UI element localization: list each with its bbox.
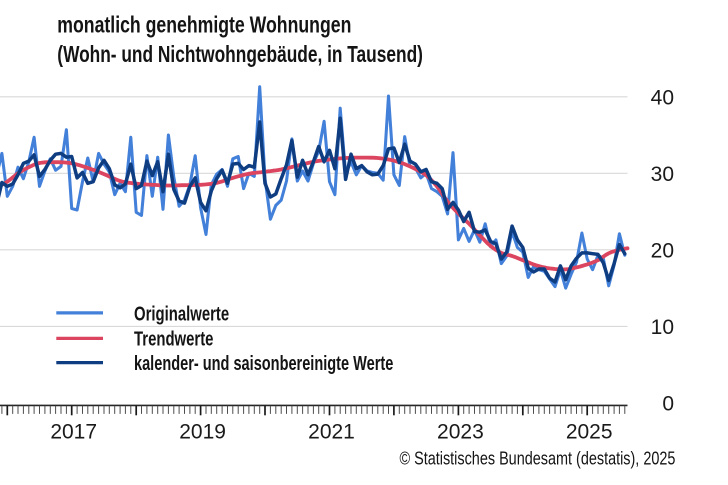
svg-text:monatlich genehmigte Wohnungen: monatlich genehmigte Wohnungen bbox=[57, 12, 351, 38]
svg-text:(Wohn- und Nichtwohngebäude, i: (Wohn- und Nichtwohngebäude, in Tausend) bbox=[57, 41, 423, 67]
svg-text:Trendwerte: Trendwerte bbox=[134, 327, 214, 350]
svg-text:2019: 2019 bbox=[179, 421, 226, 444]
svg-text:2021: 2021 bbox=[308, 421, 355, 444]
svg-text:kalender- und saisonbereinigte: kalender- und saisonbereinigte Werte bbox=[134, 352, 394, 375]
svg-text:10: 10 bbox=[651, 316, 674, 339]
svg-text:40: 40 bbox=[651, 86, 674, 109]
svg-text:© Statistisches Bundesamt (des: © Statistisches Bundesamt (destatis), 20… bbox=[399, 448, 675, 469]
svg-text:20: 20 bbox=[651, 239, 674, 262]
svg-text:2025: 2025 bbox=[566, 421, 613, 444]
svg-text:Originalwerte: Originalwerte bbox=[134, 302, 229, 325]
svg-text:0: 0 bbox=[662, 393, 674, 416]
svg-text:2023: 2023 bbox=[437, 421, 484, 444]
svg-text:30: 30 bbox=[651, 163, 674, 186]
svg-text:2017: 2017 bbox=[50, 421, 97, 444]
